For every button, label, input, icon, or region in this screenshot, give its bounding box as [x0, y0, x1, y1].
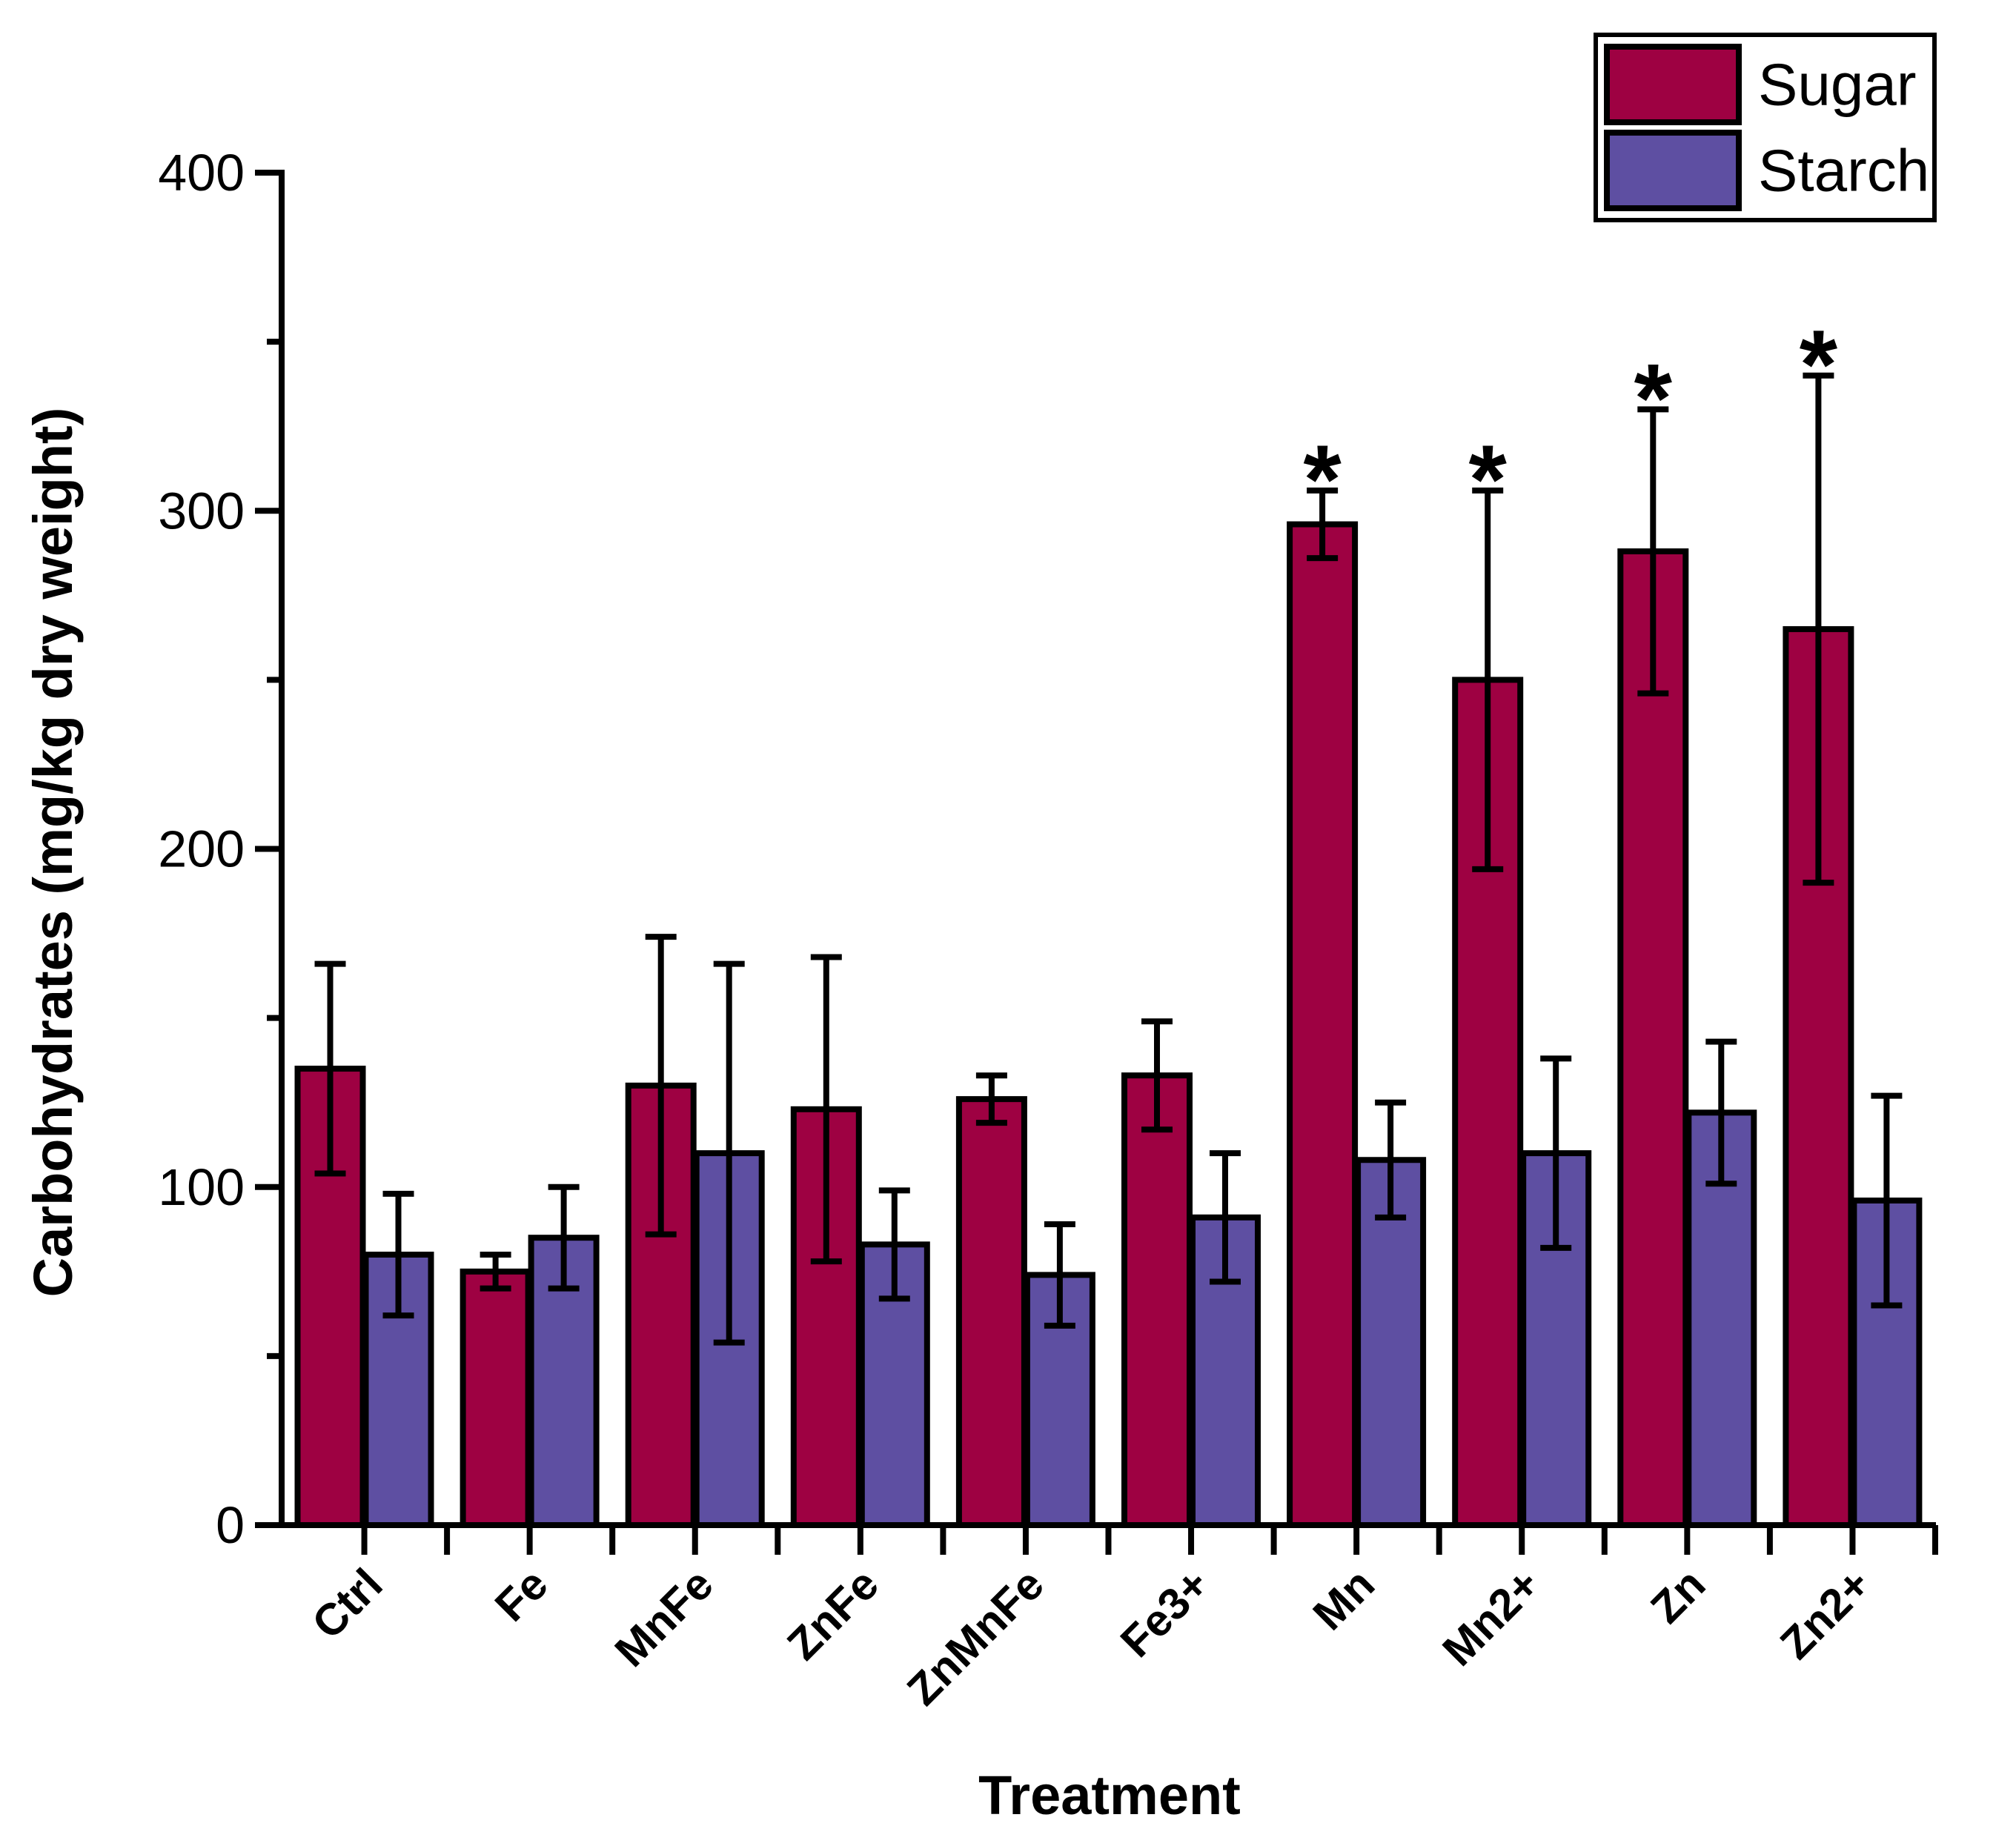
category-label-Fe3+: Fe3+ — [1111, 1559, 1218, 1667]
bar-sugar-Fe3+ — [1121, 1072, 1193, 1528]
category-label-MnFe: MnFe — [606, 1559, 723, 1676]
legend-box — [1594, 33, 1937, 222]
y-tick-label-300: 300 — [158, 482, 245, 539]
error-bar-sugar-Zn — [1637, 406, 1669, 697]
error-bar-starch-Ctrl — [382, 1190, 414, 1319]
error-bar-starch-Mn2+ — [1540, 1055, 1572, 1251]
significance-asterisk-Mn2+: * — [1469, 425, 1508, 534]
legend-label-sugar: Sugar — [1758, 52, 1916, 118]
error-bar-starch-ZnMnFe — [1044, 1221, 1075, 1329]
category-label-Mn2+: Mn2+ — [1433, 1559, 1549, 1676]
category-label-Fe: Fe — [485, 1559, 557, 1631]
error-bar-starch-Fe — [548, 1183, 580, 1292]
x-axis-title: Treatment — [978, 1764, 1241, 1826]
category-label-Zn2+: Zn2+ — [1771, 1559, 1880, 1669]
error-bar-sugar-MnFe — [645, 934, 677, 1238]
y-axis-title: Carbohydrates (mg/kg dry weight) — [22, 408, 84, 1298]
error-bar-sugar-Fe — [480, 1252, 511, 1292]
bar-starch-Mn2+ — [1520, 1150, 1592, 1528]
category-label-ZnFe: ZnFe — [777, 1559, 888, 1670]
error-bar-sugar-Zn2+ — [1803, 372, 1834, 886]
error-bar-starch-Zn — [1705, 1038, 1737, 1187]
error-bar-sugar-Fe3+ — [1141, 1018, 1173, 1133]
legend-swatch-sugar — [1604, 44, 1742, 125]
y-tick-label-0: 0 — [216, 1496, 245, 1554]
legend: Sugar Starch — [1594, 33, 1937, 222]
significance-asterisk-Zn: * — [1634, 344, 1673, 453]
error-bar-sugar-Mn — [1307, 487, 1339, 562]
error-bar-sugar-Ctrl — [314, 960, 346, 1177]
legend-label-starch: Starch — [1758, 138, 1929, 204]
error-bar-starch-Fe3+ — [1210, 1150, 1241, 1285]
y-tick-label-200: 200 — [158, 820, 245, 878]
error-bar-starch-Mn — [1375, 1099, 1407, 1221]
significance-asterisk-Mn: * — [1303, 425, 1342, 534]
error-bar-starch-MnFe — [713, 960, 745, 1346]
error-bar-sugar-ZnFe — [810, 954, 842, 1265]
bar-sugar-Zn — [1617, 548, 1689, 1528]
error-bar-sugar-Mn2+ — [1472, 487, 1504, 872]
significance-asterisk-Zn2+: * — [1800, 310, 1838, 419]
error-bar-starch-Zn2+ — [1871, 1092, 1903, 1309]
category-label-ZnMnFe: ZnMnFe — [898, 1559, 1053, 1715]
legend-swatch-starch — [1604, 130, 1742, 211]
bar-sugar-Fe — [460, 1268, 531, 1528]
error-bar-starch-ZnFe — [878, 1187, 910, 1302]
category-label-Mn: Mn — [1304, 1559, 1385, 1640]
bar-sugar-Mn — [1287, 521, 1359, 1528]
plot-area: * * * * — [294, 310, 1923, 1528]
error-bar-sugar-ZnMnFe — [975, 1072, 1007, 1126]
y-tick-label-100: 100 — [158, 1158, 245, 1216]
bar-sugar-ZnMnFe — [955, 1096, 1027, 1528]
category-label-Zn: Zn — [1641, 1559, 1714, 1633]
y-tick-label-400: 400 — [158, 144, 245, 202]
category-label-Ctrl: Ctrl — [302, 1559, 391, 1648]
